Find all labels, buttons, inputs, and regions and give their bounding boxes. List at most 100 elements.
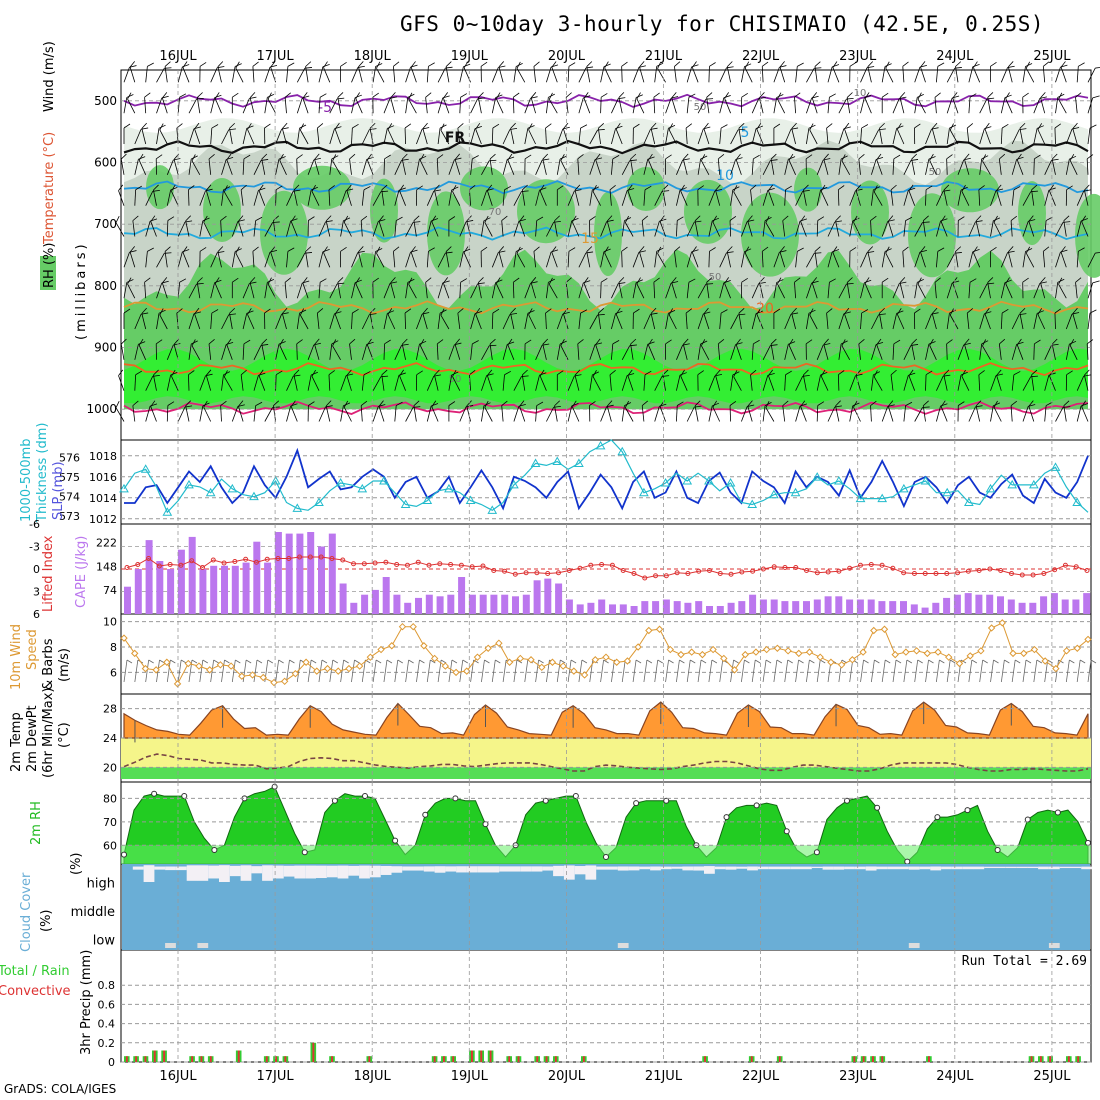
wind-barb-shaft	[890, 189, 894, 206]
surface-wind-barb	[123, 659, 128, 683]
wind-barb-flag	[636, 92, 641, 100]
wind-barb-flag	[155, 339, 163, 345]
wind-barb	[159, 308, 168, 330]
wind-barb-flag	[964, 153, 970, 160]
high-cloud-gap	[369, 865, 381, 878]
cape-bar	[662, 599, 670, 614]
wind-barb-shaft	[220, 405, 222, 422]
wind-barb-shaft	[556, 128, 564, 145]
wind-barb-flag	[1095, 251, 1100, 254]
wind-barb-shaft	[394, 190, 400, 206]
wind-barb-flag	[158, 309, 166, 314]
wind-barb	[827, 93, 836, 114]
wind-barb-shaft	[1054, 312, 1056, 330]
wind-barb-flag	[867, 246, 874, 252]
wind-barb-shaft	[782, 220, 786, 237]
wind-barb-flag	[993, 402, 1001, 407]
wind-barb-shaft	[979, 283, 988, 299]
wind-barb-shaft	[513, 221, 520, 237]
wind-barb	[314, 338, 320, 360]
wind-barb-flag	[952, 92, 958, 99]
wind-barb	[879, 122, 885, 145]
wind-barb-flag	[1004, 279, 1012, 283]
wind-barb-flag	[334, 122, 340, 130]
wind-barb-flag	[559, 155, 567, 160]
y-tick-label-cloud-low: low	[93, 934, 116, 949]
wind-barb	[759, 92, 765, 114]
surface-wind-barb	[990, 659, 994, 683]
rh2m-point	[542, 797, 549, 804]
wind-barb-shaft	[990, 375, 997, 391]
wind-barb	[542, 153, 549, 175]
wind-speed-point	[1041, 657, 1049, 665]
wind-barb	[378, 400, 385, 422]
surface-wind-barb	[416, 659, 420, 683]
wind-speed-point	[559, 662, 567, 670]
date-label-top: 25JUL	[1033, 49, 1071, 64]
wind-barb-shaft	[470, 313, 476, 330]
wind-barb-flag	[384, 154, 391, 160]
wind-barb-shaft	[302, 97, 309, 114]
cape-bar	[221, 565, 228, 614]
wind-barb	[182, 61, 190, 83]
wind-speed-point	[912, 647, 921, 655]
wind-barb-shaft	[838, 343, 842, 360]
wind-barb	[267, 277, 276, 299]
y-tick-label-thickness: 574	[59, 491, 80, 504]
wind-barb-shaft	[358, 251, 363, 268]
wind-barb-flag	[522, 184, 528, 191]
wind-barb	[334, 307, 341, 330]
wind-barb-shaft	[401, 159, 406, 175]
wind-barb-flag	[701, 154, 706, 161]
wind-barb-shaft	[448, 159, 455, 175]
wind-barb-flag	[407, 93, 415, 98]
wind-barb-flag	[287, 62, 295, 67]
wind-barb-shaft	[826, 313, 829, 330]
wind-barb-flag	[118, 369, 124, 376]
cape-bar	[285, 533, 293, 614]
y-label-lifted-index: Lifted Index	[41, 535, 56, 612]
wind-barb-shaft	[264, 282, 268, 299]
wind-barb-shaft	[762, 160, 771, 175]
wind-barb-flag	[797, 62, 804, 67]
wind-barb-shaft	[586, 251, 591, 268]
wind-barb-shaft	[1081, 221, 1089, 237]
wind-barb-shaft	[1055, 251, 1061, 268]
wind-barb-flag	[299, 124, 307, 129]
high-cloud-gap	[553, 865, 564, 877]
wind-barb	[513, 62, 523, 83]
wind-barb-flag	[115, 401, 120, 408]
wind-barb-flag	[437, 339, 444, 345]
surface-wind-barb	[632, 659, 637, 683]
cape-bar	[1061, 599, 1069, 614]
wind-barb-flag	[604, 61, 609, 69]
wind-barb-shaft	[217, 66, 222, 83]
wind-barb-flag	[888, 400, 894, 407]
wind-barb	[773, 94, 784, 114]
wind-barb	[372, 248, 383, 268]
wind-barb-flag	[1045, 401, 1053, 406]
cape-bar	[318, 546, 325, 614]
wind-barb-shaft	[1033, 313, 1038, 330]
wind-barb-flag	[911, 338, 918, 345]
wind-barb-shaft	[405, 222, 414, 237]
cape-bar	[382, 577, 390, 614]
wind-barb	[281, 307, 288, 330]
wind-barb-shaft	[416, 128, 423, 145]
wind-barb-shaft	[855, 190, 861, 206]
wind-barb	[470, 155, 479, 175]
wind-barb	[1025, 61, 1035, 83]
wind-barb-shaft	[899, 282, 905, 299]
wind-barb-flag	[328, 370, 335, 376]
wind-barb-shaft	[703, 313, 710, 330]
wind-barb	[795, 247, 804, 268]
thickness-point	[184, 479, 194, 489]
wind-barb-shaft	[132, 405, 136, 422]
wind-barb-shaft	[264, 97, 268, 114]
wind-barb-shaft	[816, 220, 819, 237]
high-cloud-gap	[316, 865, 327, 879]
wind-barb	[1010, 215, 1018, 237]
wind-barb	[719, 124, 728, 145]
wind-barb-shaft	[203, 406, 212, 422]
wind-speed-point	[205, 666, 214, 674]
